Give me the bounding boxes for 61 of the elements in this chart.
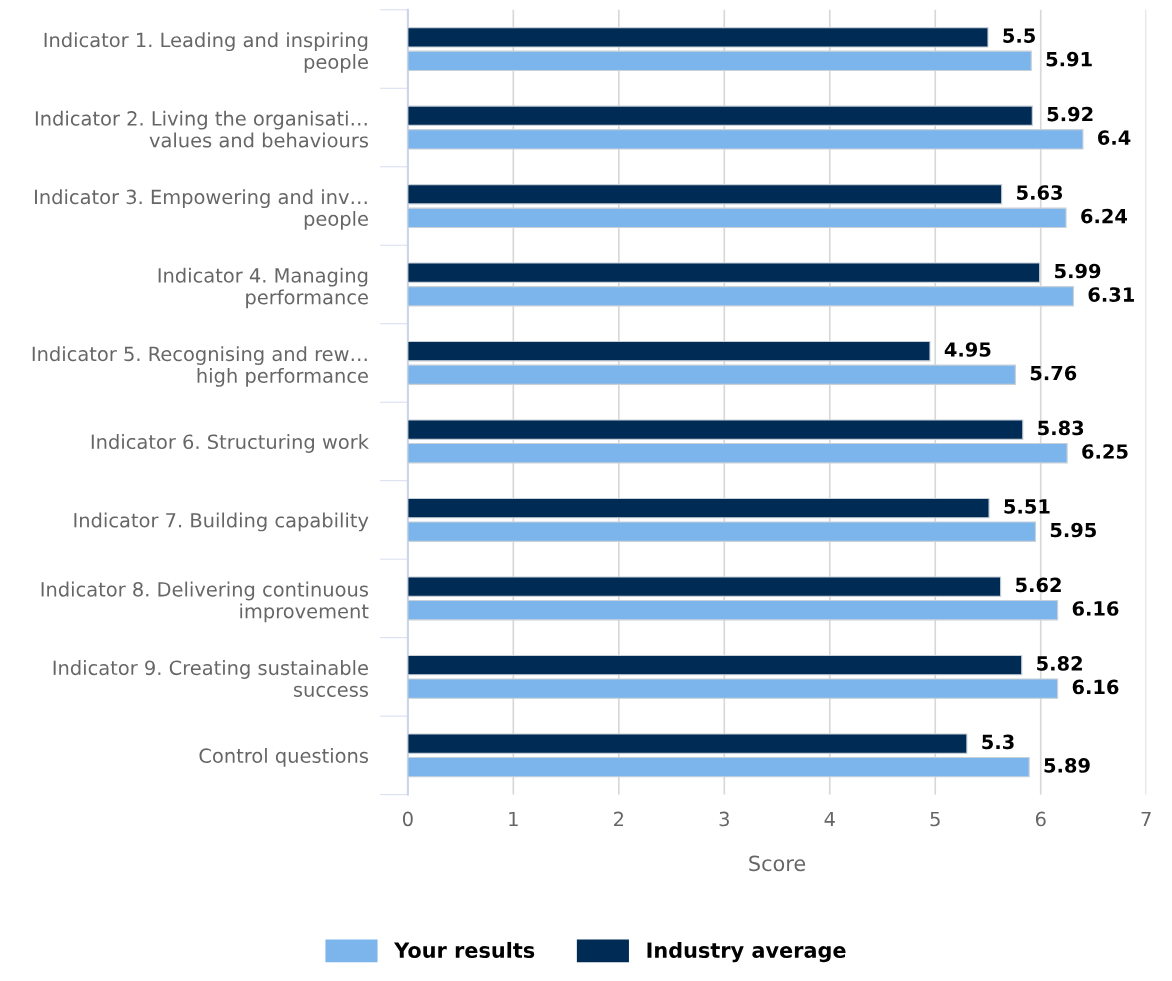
bar — [407, 576, 1002, 597]
y-tick-label: Indicator 2. Living the organisati… values and behaviours — [35, 110, 369, 148]
x-tick-label: 0 — [402, 811, 413, 827]
x-tick-label: 2 — [614, 811, 624, 827]
bar — [407, 27, 989, 48]
x-axis-title: Score — [749, 855, 806, 872]
data-label: 6.16 — [1072, 679, 1119, 695]
y-tick-label: Indicator 1. Leading and inspiring people — [44, 32, 368, 73]
data-label: 5.5 — [1003, 28, 1035, 43]
data-label: 5.83 — [1038, 420, 1084, 436]
data-label: 4.95 — [944, 342, 991, 357]
bar — [407, 521, 1037, 542]
data-label: 6.16 — [1072, 601, 1119, 616]
bar — [407, 129, 1084, 150]
x-tick-label: 4 — [824, 811, 835, 827]
x-tick-label: 6 — [1035, 811, 1046, 827]
y-tick-label: Indicator 5. Recognising and rew… high performance — [32, 346, 368, 387]
bar — [407, 733, 968, 754]
y-tick-label: Indicator 4. Managing performance — [158, 267, 368, 309]
data-label: 5.91 — [1046, 51, 1092, 67]
y-tick-label: Indicator 6. Structuring work — [91, 434, 369, 453]
data-label: 5.95 — [1050, 522, 1096, 538]
bar — [407, 262, 1041, 283]
y-tick-label: Indicator 7. Building capability — [74, 512, 369, 532]
x-tick-label: 7 — [1141, 811, 1151, 827]
bar — [407, 340, 931, 362]
y-tick-label: Indicator 8. Delivering continuous improvement — [41, 581, 369, 623]
bar — [407, 364, 1016, 385]
x-tick-label: 5 — [930, 811, 940, 827]
data-label: 5.92 — [1047, 106, 1093, 122]
x-tick-label: 3 — [719, 811, 729, 827]
bar — [407, 105, 1033, 126]
bar — [407, 678, 1059, 699]
x-tick-label: 1 — [509, 811, 518, 827]
data-label: 5.51 — [1004, 499, 1050, 514]
bar — [407, 419, 1024, 440]
bar — [407, 443, 1068, 464]
data-label: 5.3 — [982, 734, 1014, 750]
y-tick-label: Indicator 9. Creating sustainable success — [53, 660, 369, 697]
data-label: 6.24 — [1081, 208, 1128, 224]
data-label: 5.82 — [1037, 656, 1082, 671]
data-label: 5.99 — [1055, 263, 1101, 279]
bar — [407, 654, 1023, 676]
bar — [407, 497, 990, 519]
bar — [407, 756, 1030, 778]
y-tick-label: Control questions — [199, 747, 369, 767]
data-label: 6.4 — [1098, 130, 1131, 145]
bar — [407, 184, 1003, 205]
y-tick-label: Indicator 3. Empowering and inv… people — [35, 189, 368, 230]
data-label: 6.31 — [1088, 287, 1134, 302]
bar — [407, 599, 1059, 621]
bar — [407, 207, 1067, 228]
legend-label: Your results — [394, 941, 535, 959]
data-label: 6.25 — [1082, 444, 1128, 459]
bar — [407, 286, 1074, 307]
data-label: 5.76 — [1030, 365, 1077, 381]
data-label: 5.89 — [1044, 758, 1090, 773]
data-label: 5.63 — [1017, 185, 1063, 200]
bar — [407, 50, 1032, 72]
data-label: 5.62 — [1016, 577, 1061, 593]
legend-label: Industry average — [647, 941, 846, 963]
